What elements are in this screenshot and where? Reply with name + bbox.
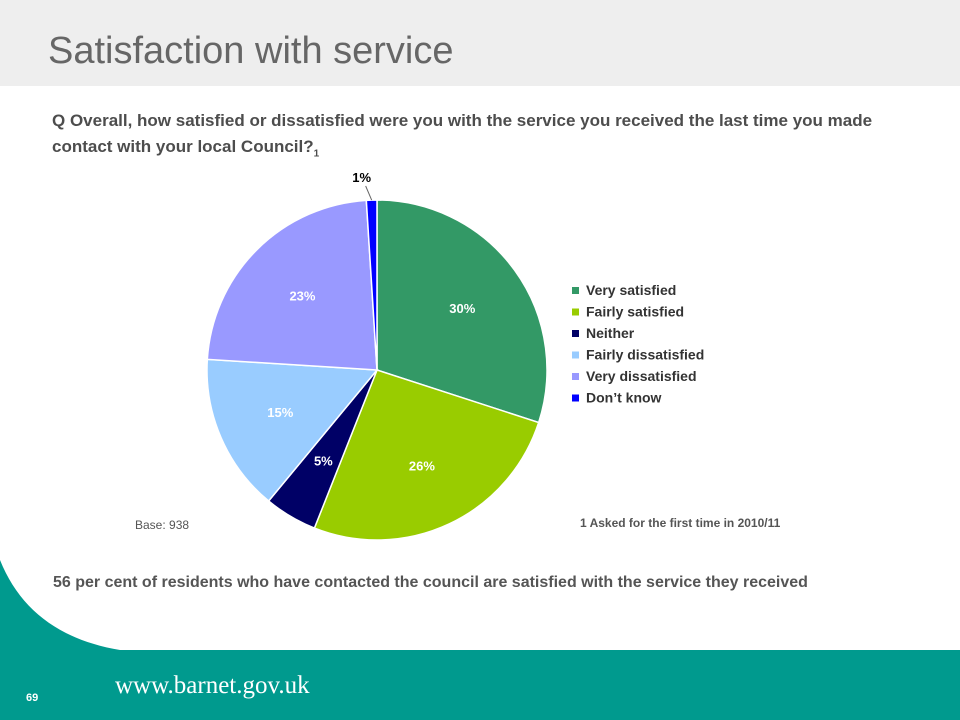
page-number: 69	[26, 692, 39, 704]
footnote: 1 Asked for the first time in 2010/11	[580, 516, 781, 530]
pie-slices	[206, 199, 548, 541]
pie-slice-fairly-dissatisfied	[206, 358, 379, 503]
legend-label-neither: Neither	[586, 325, 635, 341]
pie-label-neither: 5%	[314, 454, 333, 469]
chart-legend: Very satisfied Fairly satisfied Neither Fai…	[572, 282, 704, 406]
question-body: Q Overall, how satisfied or dissatisfied…	[52, 111, 873, 156]
legend-swatch-fairly-dissatisfied	[572, 351, 579, 359]
site-url: www.barnet.gov.uk	[115, 672, 310, 699]
base-value: 938	[169, 518, 190, 532]
pie-label-very-dissatisfied: 23%	[289, 288, 315, 303]
question-text: Q Overall, how satisfied or dissatisfied…	[52, 108, 932, 167]
pie-label-fairly-dissatisfied: 15%	[267, 405, 293, 420]
pie-slice-very-satisfied	[376, 199, 548, 424]
pie-slice-very-dissatisfied	[206, 199, 378, 371]
legend-label-fairly-satisfied: Fairly satisfied	[586, 304, 684, 320]
legend-swatch-fairly-satisfied	[572, 308, 579, 316]
footer-swoosh	[0, 560, 960, 720]
pie-slice-labels: 30% 26% 5% 15% 23% 1%	[267, 170, 475, 473]
legend-swatch-very-satisfied	[572, 287, 579, 294]
legend-label-fairly-dissatisfied: Fairly dissatisfied	[586, 347, 704, 363]
base-label: Base:	[135, 518, 166, 532]
pie-label-very-satisfied: 30%	[449, 301, 475, 316]
page-title: Satisfaction with service	[48, 30, 454, 72]
pie-slice-fairly-satisfied	[313, 369, 540, 541]
legend-label-don-t-know: Don’t know	[586, 390, 662, 406]
pie-leader-line	[365, 185, 373, 201]
summary-text: 56 per cent of residents who have contac…	[53, 574, 808, 591]
pie-label-fairly-satisfied: 26%	[409, 458, 435, 473]
header-band	[0, 0, 960, 86]
legend-swatch-don-t-know	[572, 394, 579, 402]
base-note: Base: 938	[135, 518, 189, 532]
legend-swatch-very-dissatisfied	[572, 373, 579, 380]
legend-label-very-dissatisfied: Very dissatisfied	[586, 368, 697, 384]
legend-label-very-satisfied: Very satisfied	[586, 282, 676, 298]
question-footnote-marker: 1	[313, 148, 320, 160]
pie-label-don-t-know: 1%	[352, 170, 371, 185]
legend-swatch-neither	[572, 330, 579, 337]
